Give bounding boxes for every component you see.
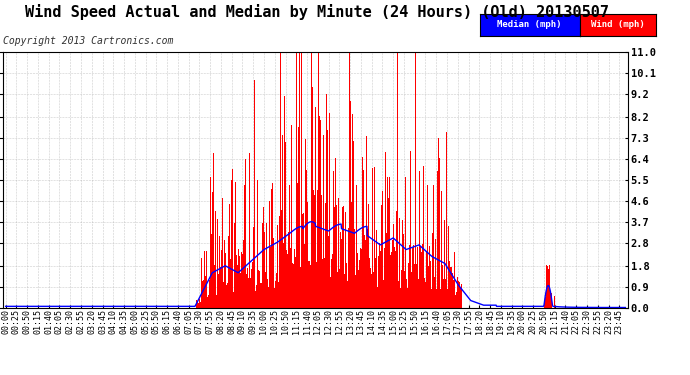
Text: Copyright 2013 Cartronics.com: Copyright 2013 Cartronics.com (3, 36, 174, 46)
Text: Wind Speed Actual and Median by Minute (24 Hours) (Old) 20130507: Wind Speed Actual and Median by Minute (… (26, 4, 609, 20)
Text: Median (mph): Median (mph) (497, 20, 562, 29)
Text: Wind (mph): Wind (mph) (591, 20, 644, 29)
